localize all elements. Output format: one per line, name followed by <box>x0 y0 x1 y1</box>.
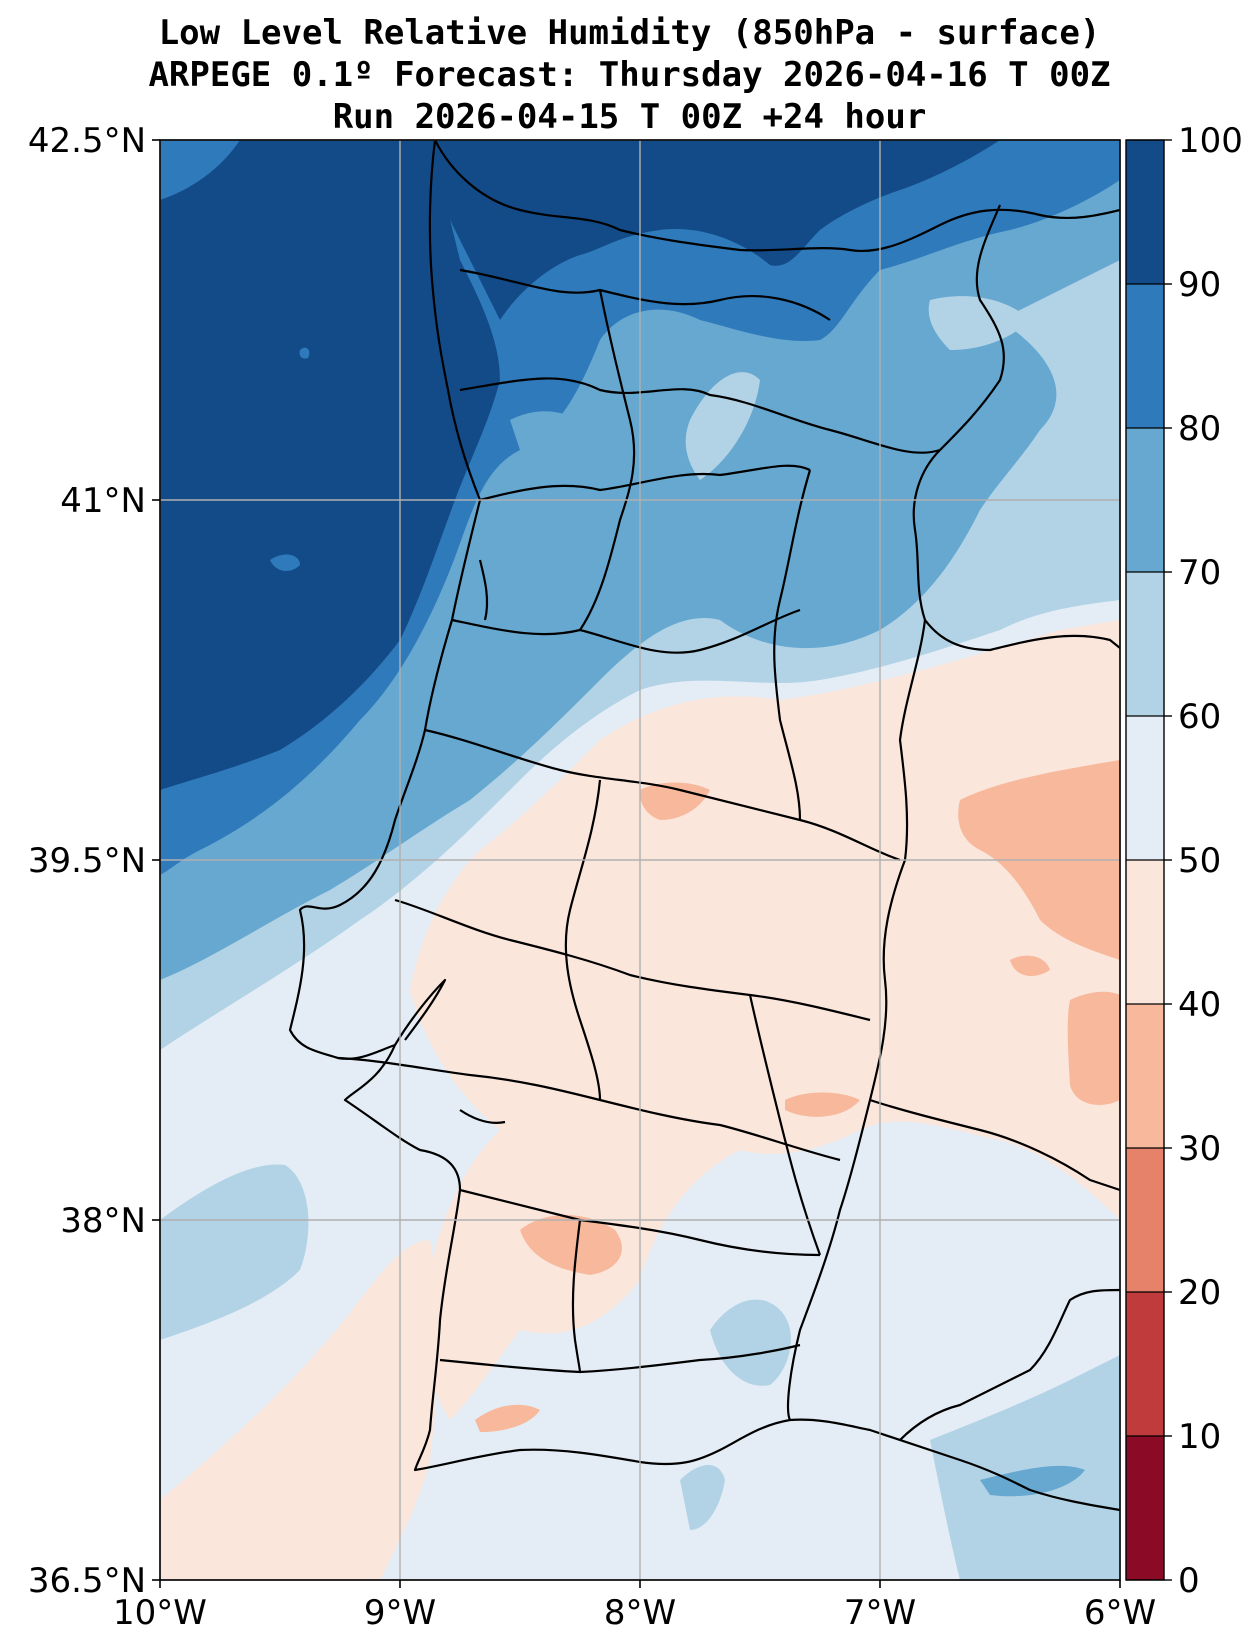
rh-band-70-80-interior-1 <box>510 411 590 452</box>
colorbar-label-9: 90 <box>1178 265 1221 305</box>
spain-border-east <box>912 204 1120 652</box>
district-line-v4 <box>748 994 822 1256</box>
district-line-v2 <box>773 469 812 821</box>
colorbar-segment-30-40 <box>1126 1004 1164 1148</box>
rh-band-40-50-sw <box>160 1240 438 1580</box>
rh-band-60-70-interior-2 <box>685 372 760 480</box>
spain-border-north <box>434 140 1120 253</box>
colorbar-label-4: 40 <box>1178 985 1221 1025</box>
district-line-6 <box>394 898 871 1022</box>
rh-band-90-100-north <box>420 140 1000 320</box>
colorbar-segment-70-80 <box>1126 428 1164 572</box>
colorbar-label-2: 20 <box>1178 1273 1221 1313</box>
lon-tick-label-1: 9°W <box>364 1593 436 1633</box>
colorbar-label-0: 0 <box>1178 1561 1200 1601</box>
lon-tick-label-0: 10°W <box>113 1593 207 1633</box>
rh-band-30-40-patch-3 <box>520 1215 622 1275</box>
rh-band-90-100-interior-1 <box>270 554 300 572</box>
colorbar: 0 10 20 30 40 50 60 70 80 90 100 <box>1125 121 1243 1601</box>
rh-band-60-70-patch-sw <box>160 1164 309 1340</box>
lon-tick-label-3: 7°W <box>844 1593 916 1633</box>
district-line-9 <box>439 1343 801 1374</box>
colorbar-segment-40-50 <box>1126 860 1164 1004</box>
district-line-1 <box>459 268 831 321</box>
rh-band-70-80-patch-se <box>980 1465 1085 1497</box>
map-title-line-1: Low Level Relative Humidity (850hPa - su… <box>158 13 1101 53</box>
district-line-2 <box>459 377 941 454</box>
colorbar-segment-10-20 <box>1126 1292 1164 1436</box>
estuary-tejo <box>394 978 447 1046</box>
district-line-5 <box>424 728 901 862</box>
district-line-4 <box>451 608 801 654</box>
lat-tick-label-1: 41°N <box>60 481 146 521</box>
rh-band-90-100 <box>160 140 500 790</box>
rh-band-60-70-patch-coast <box>680 1465 725 1530</box>
colorbar-label-8: 80 <box>1178 409 1221 449</box>
district-line-v5 <box>571 1219 582 1373</box>
rh-band-30-40-patch-6 <box>475 1404 540 1432</box>
rh-band-30-40-patch-8 <box>1010 955 1050 976</box>
spain-border-guadiana <box>786 619 927 1421</box>
borders-layer <box>288 140 1120 1512</box>
latitude-axis: 42.5°N 41°N 39.5°N 38°N 36.5°N <box>28 121 160 1601</box>
estuary-aveiro <box>478 559 489 621</box>
lat-tick-label-2: 39.5°N <box>28 841 146 881</box>
colorbar-label-6: 60 <box>1178 697 1221 737</box>
colorbar-label-1: 10 <box>1178 1417 1221 1457</box>
district-line-v3 <box>564 779 602 1101</box>
lat-tick-label-3: 38°N <box>60 1201 146 1241</box>
district-line-3 <box>479 464 811 502</box>
lon-tick-label-4: 6°W <box>1084 1593 1156 1633</box>
rh-band-30-40-patch-2 <box>639 782 710 820</box>
spain-inner-line <box>869 1098 1120 1192</box>
colorbar-segment-60-70 <box>1126 572 1164 716</box>
estuary-sado <box>459 1109 506 1124</box>
lat-tick-label-0: 42.5°N <box>28 121 146 161</box>
lon-tick-label-2: 8°W <box>604 1593 676 1633</box>
colorbar-label-7: 70 <box>1178 553 1221 593</box>
lat-tick-label-4: 36.5°N <box>28 1561 146 1601</box>
colorbar-segment-90-100 <box>1126 140 1164 284</box>
district-line-v1 <box>579 289 636 631</box>
rh-band-60-70-patch-alentejo <box>710 1299 791 1386</box>
colorbar-segment-20-30 <box>1126 1148 1164 1292</box>
colorbar-segment-50-60 <box>1126 716 1164 860</box>
rh-band-60-70-interior-1 <box>928 296 1030 350</box>
longitude-axis: 10°W 9°W 8°W 7°W 6°W <box>113 1580 1156 1633</box>
colorbar-segment-80-90 <box>1126 284 1164 428</box>
rh-band-60-70-patch-se <box>930 1355 1120 1580</box>
colorbar-label-5: 50 <box>1178 841 1221 881</box>
map-title-line-2: ARPEGE 0.1º Forecast: Thursday 2026-04-1… <box>148 55 1111 95</box>
rh-band-30-40-patch-4 <box>785 1092 860 1117</box>
colorbar-label-3: 30 <box>1178 1129 1221 1169</box>
spain-south-coast <box>899 1288 1120 1441</box>
colorbar-segment-0-10 <box>1126 1436 1164 1580</box>
rh-band-30-40-patch-5 <box>1067 991 1120 1105</box>
map-title-line-3: Run 2026-04-15 T 00Z +24 hour <box>332 97 927 137</box>
colorbar-label-10: 100 <box>1178 121 1243 161</box>
coastline <box>288 140 1120 1512</box>
rh-band-90-100-interior-2 <box>299 347 310 359</box>
